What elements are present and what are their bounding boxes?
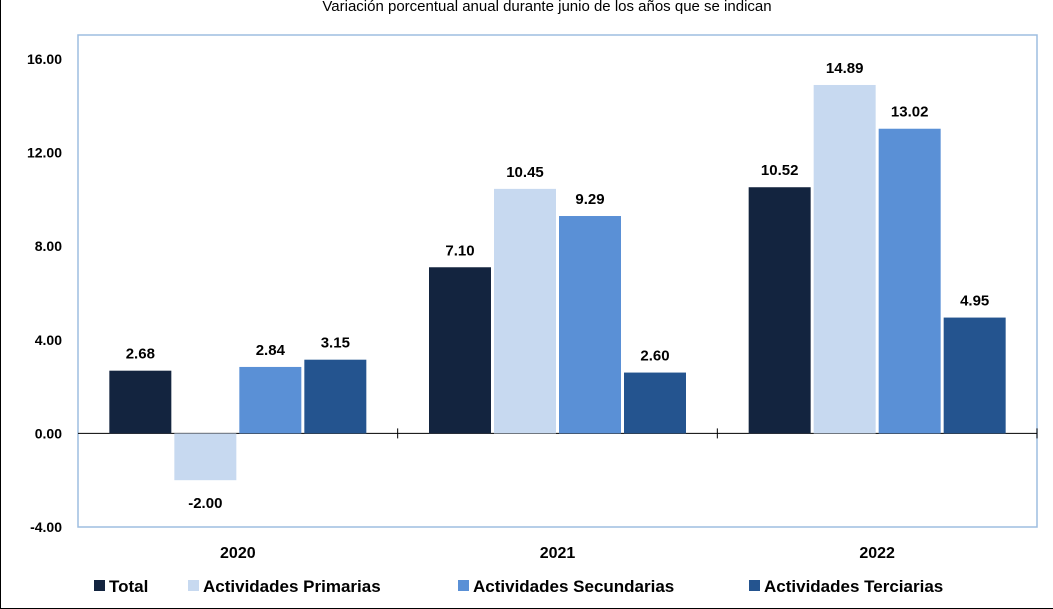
legend-swatch (188, 580, 199, 591)
bar (624, 372, 686, 434)
data-label: 2.68 (126, 346, 155, 363)
bar (494, 188, 556, 434)
y-tick-label: 0.00 (35, 425, 62, 441)
y-tick-label: 8.00 (35, 238, 62, 254)
bar (174, 433, 237, 481)
x-category-label: 2022 (859, 545, 895, 562)
bar (429, 267, 491, 434)
legend-label: Total (109, 577, 148, 596)
legend-swatch (749, 580, 760, 591)
y-tick-label: 12.00 (27, 145, 62, 161)
chart-subtitle: Variación porcentual anual durante junio… (322, 0, 771, 15)
data-label: 2.60 (640, 348, 669, 365)
legend-label: Actividades Terciarias (764, 577, 943, 596)
data-label: -2.00 (188, 495, 222, 512)
legend-label: Actividades Secundarias (473, 577, 674, 596)
bar (559, 216, 621, 434)
x-category-label: 2020 (220, 545, 256, 562)
data-label: 10.45 (506, 164, 544, 181)
legend-swatch (94, 580, 105, 591)
y-tick-label: 4.00 (35, 332, 62, 348)
y-tick-label: 16.00 (27, 51, 62, 67)
bar (748, 187, 811, 434)
data-label: 4.95 (960, 293, 989, 310)
data-label: 3.15 (321, 335, 350, 352)
legend-label: Actividades Primarias (203, 577, 381, 596)
y-tick-label: -4.00 (30, 519, 62, 535)
bar (813, 84, 876, 434)
data-label: 13.02 (891, 104, 929, 121)
bar (878, 128, 941, 434)
data-label: 14.89 (826, 60, 864, 77)
plot-area-border (77, 34, 1038, 528)
bar (943, 317, 1006, 434)
bar (304, 359, 367, 434)
x-category-label: 2021 (540, 545, 576, 562)
data-label: 2.84 (256, 342, 286, 359)
data-label: 7.10 (445, 242, 474, 259)
bar (109, 370, 172, 434)
data-label: 10.52 (761, 162, 799, 179)
data-label: 9.29 (575, 191, 604, 208)
bar (239, 366, 302, 434)
legend-swatch (458, 580, 469, 591)
